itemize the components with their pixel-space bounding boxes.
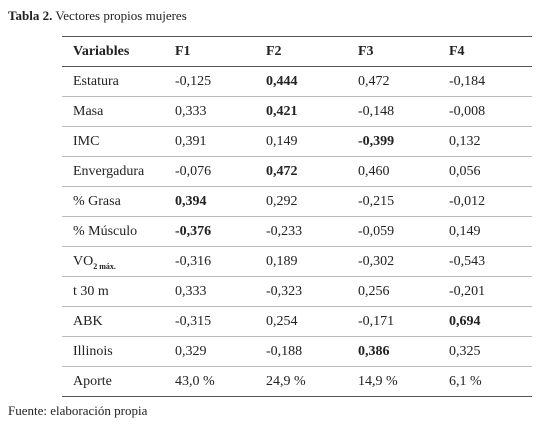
- cell: 0,391: [175, 134, 207, 149]
- cell: -0,302: [358, 254, 395, 269]
- rule: [62, 306, 532, 307]
- rule: [62, 276, 532, 277]
- cell: -0,059: [358, 224, 395, 239]
- cell: 0,056: [449, 164, 481, 179]
- header-cell: F1: [175, 44, 191, 59]
- cell: 0,444: [266, 74, 298, 89]
- cell: -0,184: [449, 74, 486, 89]
- row-label: % Grasa: [73, 194, 121, 209]
- cell: -0,201: [449, 284, 486, 299]
- rule: [62, 366, 532, 367]
- cell: 0,325: [449, 344, 481, 359]
- rule: [62, 216, 532, 217]
- rule: [62, 36, 532, 37]
- cell: -0,012: [449, 194, 486, 209]
- cell: 0,189: [266, 254, 298, 269]
- rule: [62, 156, 532, 157]
- cell: 0,132: [449, 134, 481, 149]
- row-label: Estatura: [73, 74, 119, 89]
- cell: 0,149: [449, 224, 481, 239]
- row-label: Illinois: [73, 344, 113, 359]
- row-label: Aporte: [73, 374, 112, 389]
- header-cell: Variables: [73, 44, 130, 59]
- cell: -0,188: [266, 344, 303, 359]
- cell: -0,376: [175, 224, 212, 239]
- cell: -0,315: [175, 314, 212, 329]
- row-label: Masa: [73, 104, 104, 119]
- cell: 0,256: [358, 284, 390, 299]
- cell: -0,399: [358, 134, 395, 149]
- cell: 43,0 %: [175, 374, 215, 389]
- cell: 0,333: [175, 284, 207, 299]
- cell: -0,125: [175, 74, 212, 89]
- cell: 24,9 %: [266, 374, 306, 389]
- cell: -0,543: [449, 254, 486, 269]
- footer: Fuente: elaboración propia: [8, 403, 148, 418]
- cell: 0,254: [266, 314, 298, 329]
- header-cell: F3: [358, 44, 374, 59]
- cell: 0,329: [175, 344, 207, 359]
- cell: 6,1 %: [449, 374, 482, 389]
- rule: [62, 66, 532, 67]
- rule: [62, 96, 532, 97]
- cell: 0,421: [266, 104, 298, 119]
- cell: -0,148: [358, 104, 395, 119]
- label-subscript: 2 máx.: [93, 261, 116, 271]
- cell: 0,472: [266, 164, 298, 179]
- rule: [62, 246, 532, 247]
- row-label: Envergadura: [73, 164, 145, 179]
- cell: -0,008: [449, 104, 486, 119]
- cell: 0,460: [358, 164, 390, 179]
- caption: Tabla 2. Vectores propios mujeres: [8, 8, 187, 24]
- caption-label: Tabla 2.: [8, 8, 53, 23]
- cell: -0,171: [358, 314, 395, 329]
- rule: [62, 186, 532, 187]
- cell: 0,394: [175, 194, 207, 209]
- row-label: % Músculo: [73, 224, 138, 239]
- cell: -0,316: [175, 254, 212, 269]
- header-cell: F2: [266, 44, 282, 59]
- cell: 0,472: [358, 74, 390, 89]
- caption-text: Vectores propios mujeres: [55, 8, 187, 23]
- cell: 0,694: [449, 314, 481, 329]
- cell: 0,333: [175, 104, 207, 119]
- cell: 0,292: [266, 194, 298, 209]
- rule: [62, 336, 532, 337]
- label-text: VO: [73, 254, 94, 269]
- rule: [62, 396, 532, 397]
- cell: 0,149: [266, 134, 298, 149]
- row-label: ABK: [73, 314, 103, 329]
- header-cell: F4: [449, 44, 465, 59]
- rule: [62, 126, 532, 127]
- cell: -0,323: [266, 284, 303, 299]
- cell: 14,9 %: [358, 374, 398, 389]
- row-label: VO2 máx.: [73, 254, 116, 275]
- cell: 0,386: [358, 344, 390, 359]
- row-label: IMC: [73, 134, 100, 149]
- cell: -0,215: [358, 194, 395, 209]
- cell: -0,076: [175, 164, 212, 179]
- row-label: t 30 m: [73, 284, 109, 299]
- cell: -0,233: [266, 224, 303, 239]
